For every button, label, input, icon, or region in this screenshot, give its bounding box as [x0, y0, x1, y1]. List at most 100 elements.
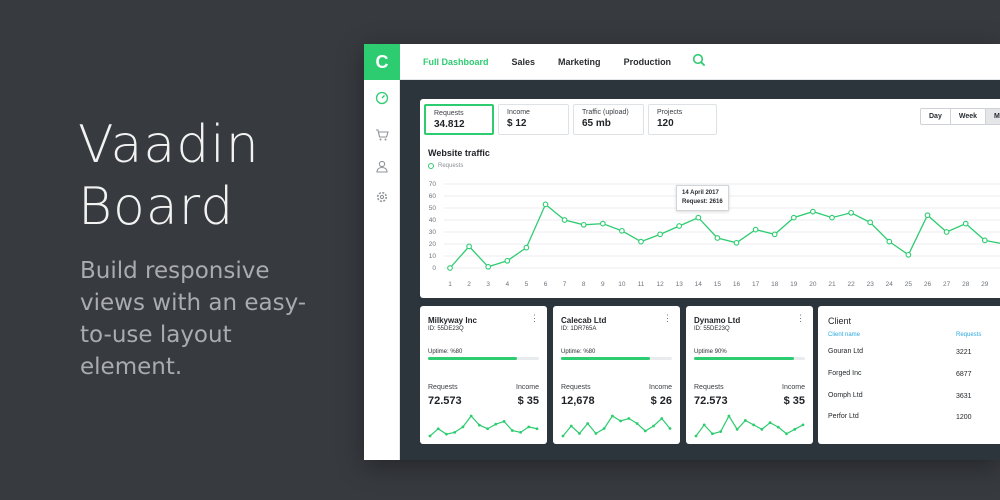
sparkline-point — [502, 420, 506, 423]
y-tick-label: 30 — [429, 229, 437, 236]
sparkline-point — [719, 430, 723, 433]
sparkline-point — [602, 427, 606, 430]
server-card-milkyway: Milkyway Inc ID: 55DE23Q ⋮ Uptime: %80 R… — [420, 306, 547, 444]
x-tick-label: 11 — [638, 281, 645, 288]
client-table: Client Client name Requests Gouran Ltd 3… — [818, 306, 1000, 444]
hero-title-line2: Board — [78, 177, 235, 237]
sparkline-point — [610, 414, 614, 418]
x-tick-label: 23 — [867, 281, 875, 288]
user-icon[interactable] — [364, 155, 400, 177]
x-tick-label: 20 — [809, 281, 817, 288]
tab-marketing[interactable]: Marketing — [558, 56, 601, 67]
data-point — [981, 237, 988, 244]
tab-full-dashboard[interactable]: Full Dashboard — [423, 56, 489, 67]
sparkline-point — [801, 423, 805, 427]
client-row-name: Oomph Ltd — [828, 392, 863, 399]
client-table-title: Client — [828, 316, 852, 326]
tab-sales[interactable]: Sales — [511, 56, 536, 67]
data-point — [638, 238, 644, 245]
sparkline-point — [776, 425, 780, 429]
side-rail: C — [364, 44, 400, 460]
x-tick-label: 13 — [676, 281, 684, 288]
x-tick-label: 25 — [905, 281, 913, 288]
data-point — [790, 214, 797, 221]
x-tick-label: 21 — [828, 281, 836, 288]
sparkline-point — [660, 417, 664, 420]
x-tick-label: 27 — [943, 281, 951, 288]
requests-label: Requests — [694, 384, 724, 391]
x-tick-label: 26 — [924, 281, 932, 288]
server-uptime: Uptime 90% — [694, 349, 727, 355]
data-point — [943, 229, 950, 235]
client-row-requests: 3631 — [956, 393, 972, 400]
y-tick-label: 60 — [429, 193, 437, 200]
sparkline-point — [735, 427, 739, 431]
sparkline-path — [429, 415, 538, 437]
kpi-income[interactable]: Income $ 12 — [498, 104, 569, 135]
y-tick-label: 20 — [429, 241, 437, 248]
search-icon[interactable] — [692, 53, 706, 70]
cart-icon[interactable] — [364, 124, 400, 146]
requests-value: 12,678 — [561, 395, 595, 407]
x-tick-label: 29 — [981, 281, 989, 288]
x-tick-label: 14 — [695, 281, 703, 288]
sparkline-point — [510, 429, 514, 432]
x-tick-label: 5 — [525, 281, 529, 288]
range-selector: Day Week Mo — [920, 108, 1000, 125]
x-tick-label: 7 — [563, 281, 567, 288]
x-tick-label: 24 — [886, 281, 894, 288]
kpi-traffic[interactable]: Traffic (upload) 65 mb — [573, 104, 644, 135]
sparkline-point — [619, 419, 623, 423]
data-point — [714, 235, 721, 241]
sparkline-point — [727, 414, 731, 418]
sparkline-point — [569, 424, 573, 428]
sparkline-point — [643, 429, 647, 433]
sparkline — [428, 414, 539, 438]
x-tick-label: 6 — [544, 281, 548, 288]
app-logo[interactable]: C — [364, 44, 400, 80]
sparkline-point — [652, 424, 655, 428]
x-tick-label: 19 — [790, 281, 798, 288]
income-label: Income — [516, 384, 539, 391]
client-row-requests: 1200 — [956, 414, 972, 421]
column-header-client-name[interactable]: Client name — [828, 332, 861, 338]
dashboard-icon[interactable] — [364, 87, 400, 109]
server-id: ID: 1DR765A — [561, 326, 597, 332]
range-week[interactable]: Week — [951, 109, 987, 124]
gear-icon[interactable] — [364, 186, 400, 208]
kpi-label: Requests — [434, 110, 464, 117]
server-name: Calecab Ltd — [561, 316, 607, 325]
data-point — [657, 231, 663, 238]
sparkline-point — [668, 427, 672, 430]
x-tick-label: 22 — [847, 281, 855, 288]
more-vert-icon[interactable]: ⋮ — [663, 313, 672, 323]
data-point — [580, 221, 587, 228]
sparkline — [561, 414, 672, 438]
x-tick-label: 17 — [752, 281, 760, 288]
sparkline-point — [519, 430, 522, 434]
kpi-projects[interactable]: Projects 120 — [648, 104, 717, 135]
more-vert-icon[interactable]: ⋮ — [530, 313, 539, 323]
sparkline-point — [561, 434, 565, 438]
sparkline-point — [535, 427, 539, 431]
y-tick-label: 0 — [432, 265, 436, 272]
sparkline-point — [702, 423, 706, 427]
range-day[interactable]: Day — [921, 109, 951, 124]
kpi-value: 120 — [657, 118, 674, 129]
legend-label: Requests — [438, 163, 464, 169]
column-header-requests[interactable]: Requests — [956, 332, 982, 338]
y-tick-label: 10 — [429, 253, 437, 260]
tab-production[interactable]: Production — [623, 56, 672, 67]
range-month[interactable]: Mo — [986, 109, 1000, 124]
data-point — [905, 251, 912, 258]
server-id: ID: 55DE23Q — [428, 326, 464, 332]
sparkline-point — [711, 432, 714, 436]
kpi-requests[interactable]: Requests 34.812 — [424, 104, 494, 135]
sparkline-point — [428, 434, 432, 438]
data-point — [542, 201, 549, 208]
dashboard-app: C Full Dashboard Sales Marketing Product… — [364, 44, 1000, 460]
more-vert-icon[interactable]: ⋮ — [796, 313, 805, 323]
hero-title-line1: Vaadin — [78, 115, 260, 175]
x-tick-label: 9 — [601, 281, 605, 288]
